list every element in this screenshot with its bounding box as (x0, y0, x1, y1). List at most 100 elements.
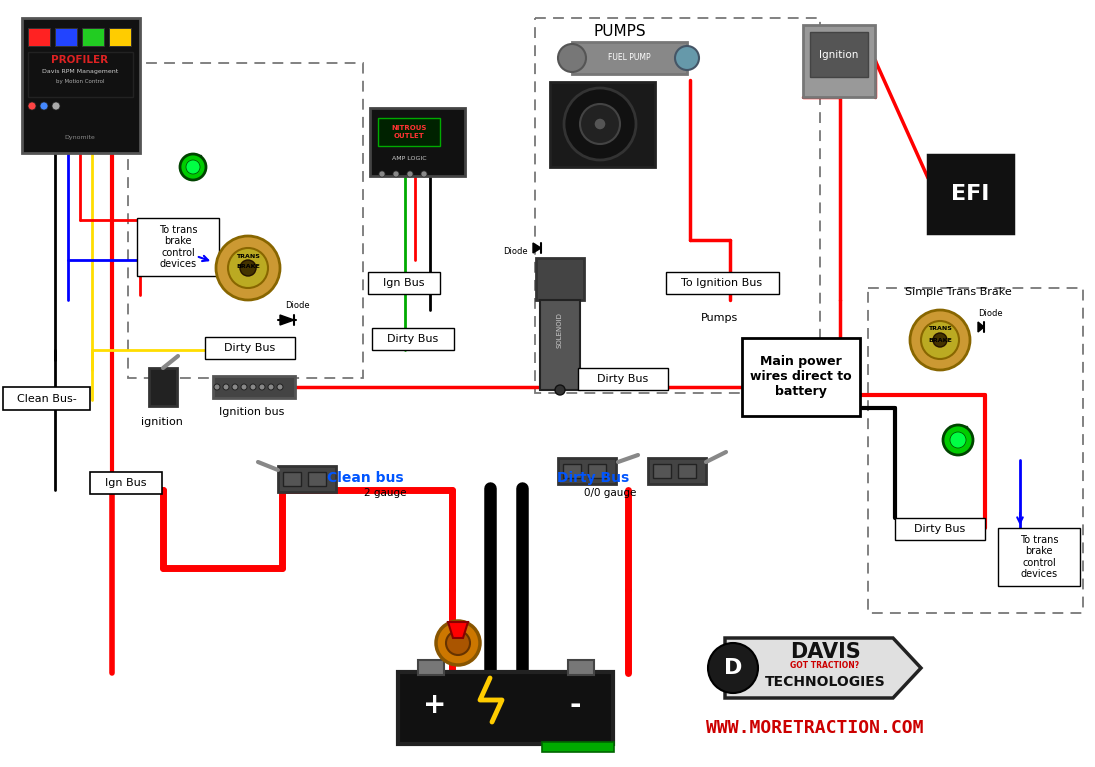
Text: TRANS: TRANS (929, 325, 952, 331)
Text: 0/0 gauge: 0/0 gauge (584, 488, 636, 498)
Bar (578, 368, 668, 390)
Circle shape (241, 384, 247, 390)
Circle shape (51, 102, 60, 110)
Circle shape (436, 621, 480, 665)
Bar (648, 458, 706, 484)
Bar (563, 464, 581, 478)
Text: Diode: Diode (285, 301, 310, 310)
Circle shape (250, 384, 256, 390)
Circle shape (943, 425, 973, 455)
Bar (214, 376, 295, 398)
Text: +: + (424, 691, 447, 719)
Text: PROFILER: PROFILER (51, 55, 108, 65)
Bar (55, 28, 77, 46)
Circle shape (420, 171, 427, 177)
Text: Ign Bus: Ign Bus (105, 478, 147, 488)
Text: Diode: Diode (504, 248, 528, 256)
Bar (550, 82, 655, 167)
Bar (3, 387, 90, 410)
Bar (205, 337, 295, 359)
Bar (810, 32, 868, 77)
Text: Dirty Bus: Dirty Bus (557, 471, 630, 485)
Bar (540, 300, 580, 390)
Circle shape (28, 102, 36, 110)
Text: Pumps: Pumps (702, 313, 739, 323)
Text: Ignition: Ignition (819, 50, 858, 60)
Bar (185, 155, 201, 165)
Text: Main power
wires direct to
battery: Main power wires direct to battery (750, 355, 852, 399)
Text: Diode: Diode (978, 308, 1003, 318)
Text: FUEL PUMP: FUEL PUMP (608, 54, 650, 62)
Circle shape (228, 248, 268, 288)
Circle shape (216, 236, 280, 300)
Text: Clean Bus-: Clean Bus- (18, 394, 77, 404)
Polygon shape (533, 243, 541, 253)
Bar (370, 108, 465, 176)
Bar (128, 63, 364, 378)
Bar (568, 660, 593, 675)
Text: Dynomite: Dynomite (65, 136, 95, 140)
Text: ignition: ignition (141, 417, 183, 427)
Circle shape (558, 44, 586, 72)
Bar (742, 338, 860, 416)
Bar (535, 258, 584, 300)
Circle shape (393, 171, 399, 177)
Bar (895, 518, 986, 540)
Text: WWW.MORETRACTION.COM: WWW.MORETRACTION.COM (706, 719, 924, 737)
Circle shape (379, 171, 385, 177)
Circle shape (564, 88, 636, 160)
Bar (803, 25, 875, 97)
Bar (283, 472, 301, 486)
Bar (927, 155, 1013, 233)
Circle shape (593, 118, 606, 130)
Circle shape (407, 171, 413, 177)
Text: by Motion Control: by Motion Control (56, 80, 104, 84)
Text: NITROUS
OUTLET: NITROUS OUTLET (391, 126, 427, 139)
Bar (397, 672, 613, 744)
Text: Davis RPM Management: Davis RPM Management (42, 70, 118, 74)
Bar (418, 660, 443, 675)
Text: To trans
brake
control
devices: To trans brake control devices (1019, 535, 1058, 579)
Circle shape (933, 333, 947, 347)
Bar (278, 466, 336, 492)
Text: Dirty Bus: Dirty Bus (914, 524, 966, 534)
Bar (137, 218, 219, 276)
Bar (588, 464, 606, 478)
Circle shape (260, 384, 265, 390)
Text: To Ignition Bus: To Ignition Bus (681, 278, 762, 288)
Bar (368, 272, 440, 294)
Circle shape (675, 46, 699, 70)
Bar (542, 742, 614, 752)
Polygon shape (280, 315, 293, 325)
Text: BRAKE: BRAKE (237, 264, 260, 268)
Circle shape (921, 321, 959, 359)
Text: Simple Trans Brake: Simple Trans Brake (904, 287, 1012, 297)
Bar (90, 472, 162, 494)
Text: AMP LOGIC: AMP LOGIC (392, 156, 426, 160)
Circle shape (950, 432, 966, 448)
Text: To trans
brake
control
devices: To trans brake control devices (159, 225, 197, 269)
Bar (949, 426, 967, 438)
Text: Ignition bus: Ignition bus (219, 407, 285, 417)
Text: TECHNOLOGIES: TECHNOLOGIES (764, 675, 886, 689)
Polygon shape (725, 638, 921, 698)
Circle shape (708, 643, 758, 693)
Circle shape (214, 384, 220, 390)
Circle shape (268, 384, 274, 390)
Bar (22, 18, 140, 153)
Bar (535, 18, 820, 393)
Bar (558, 458, 616, 484)
Circle shape (555, 385, 565, 395)
Bar (28, 52, 132, 97)
Bar (82, 28, 104, 46)
Polygon shape (448, 622, 468, 638)
Text: Clean bus: Clean bus (326, 471, 403, 485)
Circle shape (240, 260, 256, 276)
Text: 2 gauge: 2 gauge (364, 488, 406, 498)
Text: Dirty Bus: Dirty Bus (224, 343, 276, 353)
Bar (308, 472, 326, 486)
Bar (666, 272, 779, 294)
Circle shape (41, 102, 48, 110)
Circle shape (232, 384, 238, 390)
Text: PUMPS: PUMPS (593, 25, 646, 39)
